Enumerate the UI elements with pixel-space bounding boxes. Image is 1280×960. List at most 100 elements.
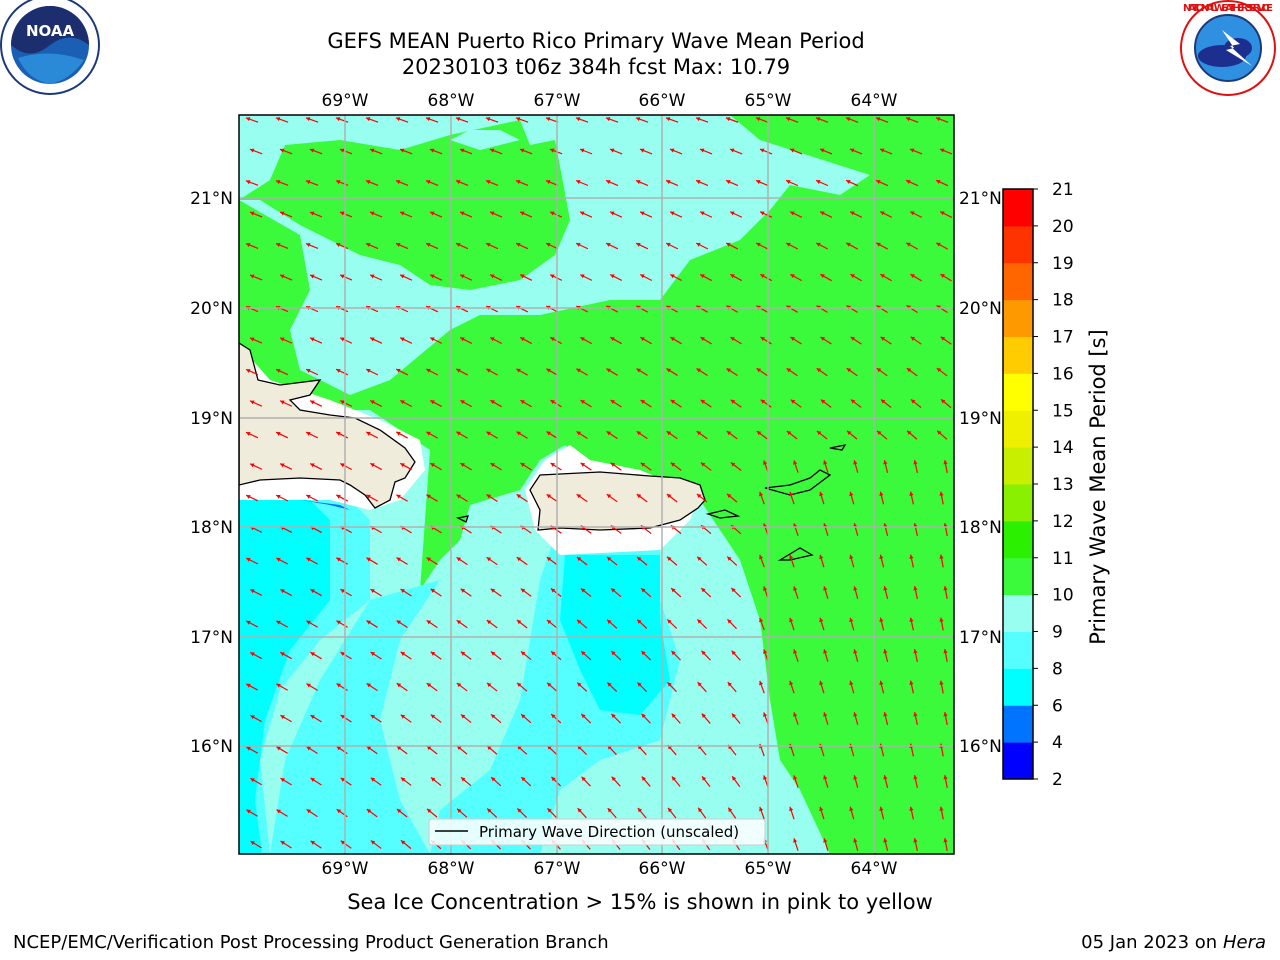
wave-arrow bbox=[395, 368, 409, 376]
wave-arrow bbox=[853, 586, 859, 599]
wave-arrow bbox=[456, 745, 468, 755]
colorbar-tick-label: 17 bbox=[1052, 328, 1074, 348]
wave-arrow bbox=[579, 274, 593, 281]
lon-tick-label: 66°W bbox=[639, 91, 686, 111]
wave-arrow bbox=[365, 117, 379, 123]
wave-arrow bbox=[913, 586, 918, 599]
wave-arrow bbox=[250, 777, 262, 786]
lat-tick-label: 19°N bbox=[190, 409, 233, 429]
wave-arrow bbox=[670, 650, 682, 661]
wave-arrow bbox=[611, 713, 621, 724]
wave-arrow bbox=[640, 462, 652, 471]
wave-arrow bbox=[581, 776, 591, 787]
wave-arrow bbox=[335, 431, 349, 439]
wave-arrow bbox=[369, 462, 383, 471]
wave-arrow bbox=[486, 745, 498, 755]
wave-arrow bbox=[635, 117, 649, 123]
map-legend: Primary Wave Direction (unscaled) bbox=[428, 818, 766, 846]
wave-arrow bbox=[910, 336, 922, 345]
wave-arrow bbox=[853, 838, 859, 851]
wave-arrow bbox=[879, 554, 885, 568]
wave-arrow bbox=[876, 367, 888, 377]
wave-arrow bbox=[785, 179, 799, 187]
chart-title: GEFS MEAN Puerto Rico Primary Wave Mean … bbox=[327, 29, 865, 53]
wave-arrow bbox=[609, 211, 623, 218]
wave-arrow bbox=[849, 148, 863, 155]
wave-arrow bbox=[339, 337, 353, 344]
wave-arrow bbox=[731, 650, 741, 661]
wave-arrow bbox=[456, 431, 468, 439]
wave-arrow bbox=[909, 806, 914, 820]
wave-arrow bbox=[576, 682, 588, 692]
wave-arrow bbox=[577, 807, 587, 819]
colorbar-band bbox=[1003, 594, 1033, 632]
wave-arrow bbox=[883, 586, 889, 599]
wave-arrow bbox=[850, 399, 862, 408]
wave-arrow bbox=[520, 713, 532, 724]
wave-arrow bbox=[726, 430, 738, 440]
wave-arrow bbox=[909, 554, 914, 568]
wave-arrow bbox=[939, 806, 944, 820]
lon-tick-label: 69°W bbox=[322, 91, 369, 111]
wave-arrow bbox=[515, 242, 529, 250]
wave-arrow bbox=[310, 777, 322, 786]
period-10-11-region bbox=[450, 130, 520, 150]
wave-arrow bbox=[696, 556, 708, 566]
wave-arrow bbox=[880, 273, 892, 282]
wave-arrow bbox=[485, 179, 499, 187]
wave-arrow bbox=[549, 148, 563, 155]
wave-arrow bbox=[940, 336, 952, 345]
colorbar-tick-label: 6 bbox=[1052, 696, 1063, 716]
wave-arrow bbox=[940, 398, 952, 409]
wave-arrow bbox=[879, 491, 885, 505]
wave-arrow bbox=[516, 682, 528, 692]
wave-arrow bbox=[516, 556, 528, 566]
wave-arrow bbox=[339, 400, 353, 407]
wave-arrow bbox=[670, 336, 682, 345]
wave-arrow bbox=[575, 117, 589, 123]
wave-arrow bbox=[636, 368, 648, 376]
lat-tick-label: 18°N bbox=[190, 518, 233, 538]
wave-arrow bbox=[883, 838, 889, 851]
wave-arrow bbox=[429, 337, 443, 344]
wave-arrow bbox=[520, 588, 532, 597]
wave-arrow bbox=[820, 399, 832, 408]
wave-arrow bbox=[756, 367, 768, 377]
wave-arrow bbox=[576, 619, 588, 629]
colorbar-tick-label: 8 bbox=[1052, 659, 1063, 679]
wave-arrow bbox=[670, 399, 682, 408]
wave-arrow bbox=[550, 462, 562, 471]
wave-arrow bbox=[636, 493, 648, 503]
wave-arrow bbox=[399, 211, 413, 218]
wave-arrow bbox=[545, 117, 559, 123]
wave-arrow bbox=[610, 462, 622, 471]
wave-arrow bbox=[697, 681, 707, 693]
colorbar-tick-label: 12 bbox=[1052, 512, 1074, 532]
wave-arrow bbox=[455, 242, 469, 250]
wave-arrow bbox=[755, 179, 769, 187]
wave-arrow bbox=[636, 619, 648, 629]
wave-arrow bbox=[546, 431, 558, 439]
wave-arrow bbox=[909, 491, 914, 505]
wave-arrow bbox=[823, 586, 829, 599]
lon-tick-label: 68°W bbox=[428, 859, 475, 879]
wave-arrow bbox=[275, 180, 289, 186]
wave-arrow bbox=[365, 180, 379, 186]
wave-arrow bbox=[459, 211, 473, 218]
wave-arrow bbox=[310, 714, 322, 723]
wave-arrow bbox=[520, 399, 532, 408]
wave-arrow bbox=[819, 554, 825, 568]
wave-arrow bbox=[879, 806, 885, 820]
wave-arrow bbox=[399, 337, 413, 344]
wave-arrow bbox=[310, 840, 322, 849]
legend-label: Primary Wave Direction (unscaled) bbox=[479, 823, 739, 841]
wave-arrow bbox=[943, 460, 948, 473]
period-6-8-region bbox=[560, 555, 670, 715]
wave-arrow bbox=[609, 148, 623, 155]
wave-arrow bbox=[396, 557, 408, 565]
wave-arrow bbox=[883, 649, 889, 662]
wave-arrow bbox=[640, 587, 652, 598]
wave-arrow bbox=[667, 681, 677, 693]
wave-arrow bbox=[936, 242, 948, 250]
wave-arrow bbox=[365, 431, 379, 439]
